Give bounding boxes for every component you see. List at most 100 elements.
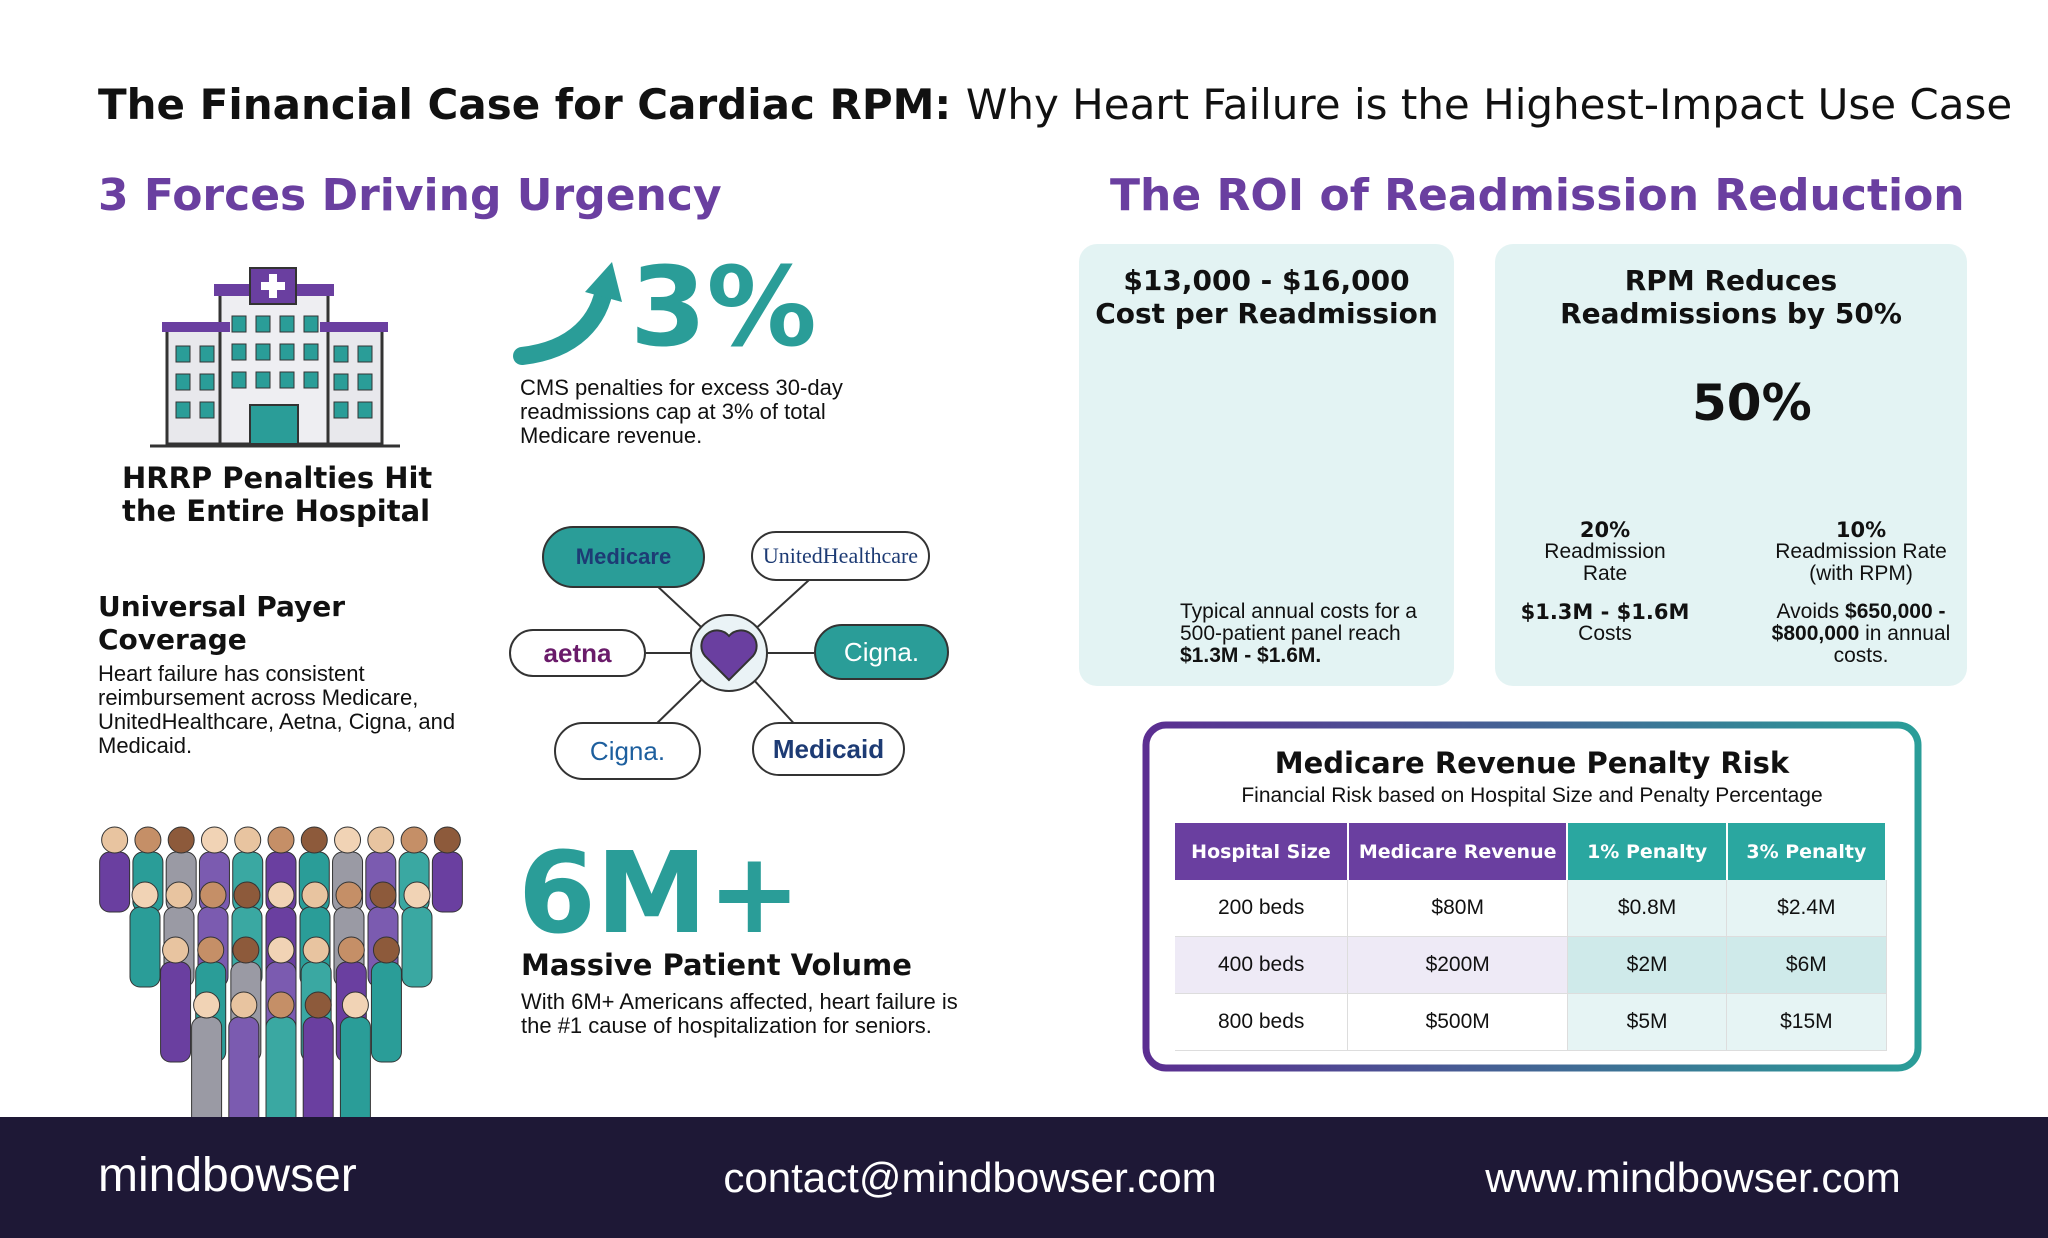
body-text: Typical annual costs for a 500-patient p… <box>1180 601 1440 667</box>
hospital-icon <box>150 267 400 448</box>
person-head <box>334 826 362 854</box>
person-head <box>267 936 295 964</box>
card-title: Universal Payer Coverage <box>98 590 346 656</box>
window <box>279 315 295 333</box>
payer-logo: Cigna. <box>814 624 949 680</box>
after-stats: 10% Readmission Rate (with RPM) Avoids $… <box>1766 519 1956 667</box>
table-cell: $2.4M <box>1726 880 1887 937</box>
person-head <box>101 826 129 854</box>
person-head <box>367 826 395 854</box>
person-head <box>300 826 328 854</box>
title-bold: The Financial Case for Cardiac RPM: <box>98 80 952 129</box>
text: in annual costs. <box>1833 622 1951 667</box>
person-head <box>267 826 295 854</box>
stat: 3% <box>630 243 817 371</box>
payer-logo: Medicaid <box>752 722 905 776</box>
body-text: With 6M+ Americans affected, heart failu… <box>521 989 958 1038</box>
person-head <box>193 991 221 1019</box>
person-head <box>167 826 195 854</box>
person-head <box>337 936 365 964</box>
table-cell: 200 beds <box>1175 880 1349 937</box>
hospital-windows <box>175 315 373 419</box>
person-head <box>301 881 329 909</box>
text: Typical annual costs for a 500-patient p… <box>1180 600 1417 645</box>
window <box>175 345 191 363</box>
window <box>199 401 215 419</box>
table-title: Medicare Revenue Penalty Risk <box>1274 746 1790 780</box>
table-row: 400 beds $200M $2M $6M <box>1175 936 1887 994</box>
body-text: Heart failure has consistent reimburseme… <box>98 661 456 758</box>
person-body <box>160 961 192 1063</box>
window <box>231 343 247 361</box>
person-head <box>165 881 193 909</box>
person-head <box>230 991 258 1019</box>
card-title: Massive Patient Volume <box>521 948 912 982</box>
person-head <box>234 826 262 854</box>
savings: Avoids $650,000 - $800,000 in annual cos… <box>1766 601 1956 667</box>
window <box>231 315 247 333</box>
window <box>303 343 319 361</box>
person-head <box>372 936 400 964</box>
window <box>199 345 215 363</box>
payer-logo: UnitedHealthcare <box>751 531 930 581</box>
table-cell: $0.8M <box>1567 880 1728 937</box>
card-title: $13,000 - $16,000 Cost per Readmission <box>1079 264 1454 330</box>
person-head <box>335 881 363 909</box>
column-header: 3% Penalty <box>1726 823 1888 880</box>
window <box>333 373 349 391</box>
payer-logo: aetna <box>509 629 646 677</box>
person-head <box>400 826 428 854</box>
person-head <box>232 936 260 964</box>
payer-logo: Medicare <box>542 526 705 588</box>
title-rest: Why Heart Failure is the Highest-Impact … <box>965 80 2013 129</box>
person-head <box>369 881 397 909</box>
window <box>231 371 247 389</box>
person-head <box>233 881 261 909</box>
line: $13,000 - $16,000 <box>1123 264 1410 297</box>
window <box>199 373 215 391</box>
table-cell: $200M <box>1347 936 1568 994</box>
line: RPM Reduces <box>1624 264 1838 297</box>
brand: mindbowser <box>98 1149 357 1202</box>
column-header: 1% Penalty <box>1567 823 1728 880</box>
people-illustration <box>99 826 463 1138</box>
section-heading: 3 Forces Driving Urgency <box>98 170 722 221</box>
label: Readmission Rate <box>1775 540 1947 563</box>
penalty-table: Hospital Size Medicare Revenue 1% Penalty 3… <box>1175 823 1888 1051</box>
table-cell: $2M <box>1567 936 1728 994</box>
website: www.mindbowser.com <box>1485 1154 1901 1201</box>
body-text: CMS penalties for excess 30-day readmiss… <box>520 375 843 448</box>
person-head <box>197 936 225 964</box>
table-cell: $80M <box>1347 880 1568 937</box>
label: Rate <box>1582 562 1628 585</box>
title: The Financial Case for Cardiac RPM: Why … <box>98 80 2012 129</box>
window <box>255 343 271 361</box>
payer-logo: Cigna. <box>554 722 701 780</box>
table-cell: $500M <box>1347 993 1568 1051</box>
label: Readmission <box>1544 540 1666 563</box>
line: HRRP Penalties Hit <box>122 461 433 495</box>
text-bold: $650,000 - $800,000 <box>1771 600 1946 645</box>
label: Costs <box>1578 622 1632 645</box>
table-cell: 400 beds <box>1175 936 1349 994</box>
text-bold: $1.3M - $1.6M. <box>1180 644 1322 667</box>
window <box>255 315 271 333</box>
section-heading: The ROI of Readmission Reduction <box>1110 170 1965 221</box>
person-head <box>267 881 295 909</box>
cost-card <box>1079 244 1454 686</box>
header-row: Hospital Size Medicare Revenue 1% Penalty 3… <box>1175 823 1888 880</box>
window <box>357 373 373 391</box>
card-title: HRRP Penalties Hit the Entire Hospital <box>122 461 433 528</box>
table-cell: $15M <box>1726 993 1887 1051</box>
person-head <box>200 826 228 854</box>
rate: 20% <box>1579 518 1631 542</box>
person-body <box>370 961 402 1063</box>
table-row: 200 beds $80M $0.8M $2.4M <box>1175 880 1887 937</box>
payer-network <box>639 569 821 731</box>
table-cell: $5M <box>1567 993 1728 1051</box>
person-head <box>162 936 190 964</box>
window <box>333 401 349 419</box>
person-head <box>134 826 162 854</box>
card-title: RPM Reduces Readmissions by 50% <box>1495 264 1967 330</box>
